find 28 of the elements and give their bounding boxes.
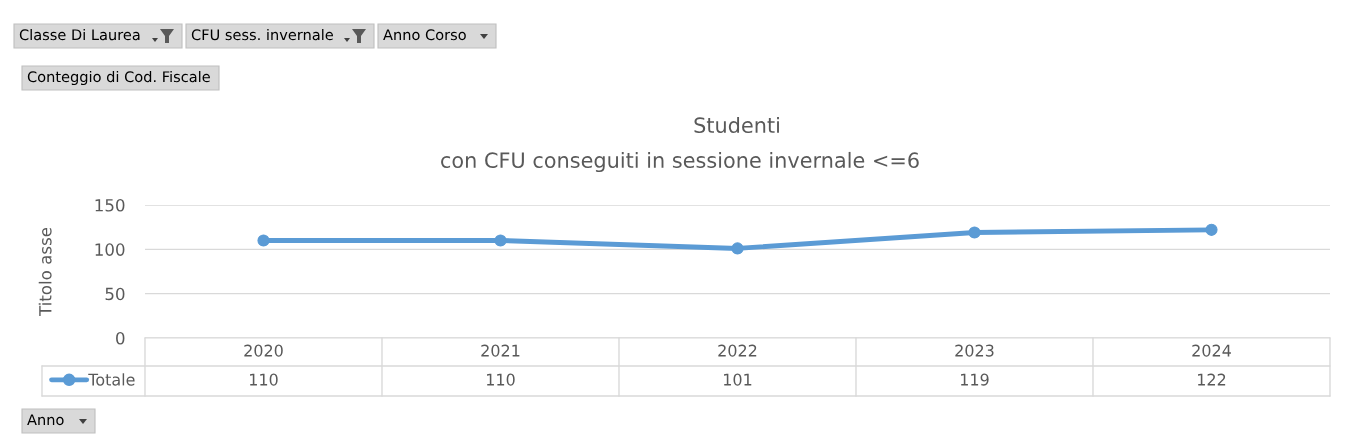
point: [731, 242, 744, 255]
y-tick-label: 150: [95, 198, 125, 212]
y-tick-label: 0: [116, 331, 125, 345]
data-label: 122: [1198, 373, 1226, 386]
x-tick-label: 2024: [1192, 344, 1231, 357]
data-label: 110: [250, 373, 278, 386]
x-tick-label: 2022: [718, 344, 757, 357]
point: [968, 226, 981, 239]
data-label: 101: [724, 373, 752, 386]
point: [494, 234, 507, 247]
x-tick-label: 2020: [244, 344, 283, 357]
y-tick-label: 50: [105, 287, 125, 301]
y-axis-title: Titolo asse: [38, 227, 52, 317]
chart-subtitle: con CFU conseguiti in sessione invernale <=6: [441, 151, 919, 173]
text: Anno: [27, 414, 64, 426]
point: [257, 234, 270, 247]
x-tick-label: 2021: [481, 344, 520, 357]
data-label: 119: [961, 373, 989, 386]
data-label: 110: [487, 373, 515, 386]
text: CFU sess. invernale: [191, 28, 333, 41]
text: Conteggio di Cod. Fiscale: [27, 70, 210, 86]
legend-label: Totale: [88, 373, 135, 386]
y-tick-label: 100: [95, 243, 125, 256]
text: Classe Di Laurea: [19, 28, 140, 41]
chart-title: Studenti: [694, 116, 779, 134]
point: [1205, 223, 1218, 236]
x-tick-label: 2023: [955, 344, 994, 357]
text: Anno Corso: [383, 29, 466, 41]
